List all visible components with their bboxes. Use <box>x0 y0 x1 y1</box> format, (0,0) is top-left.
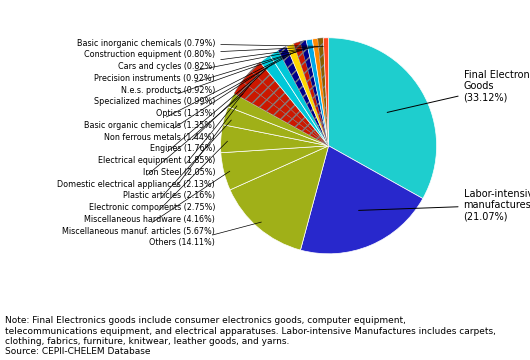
Wedge shape <box>318 38 329 146</box>
Wedge shape <box>221 146 329 190</box>
Wedge shape <box>323 38 329 146</box>
Text: Construction equipment (0.80%): Construction equipment (0.80%) <box>84 47 319 59</box>
Text: Final Electronic
Goods
(33.12%): Final Electronic Goods (33.12%) <box>387 70 530 112</box>
Wedge shape <box>270 50 329 146</box>
Text: Labor-intensive
manufactures
(21.07%): Labor-intensive manufactures (21.07%) <box>359 189 530 222</box>
Wedge shape <box>312 38 329 146</box>
Wedge shape <box>301 146 423 254</box>
Text: Iron Steel (2.05%): Iron Steel (2.05%) <box>143 84 251 177</box>
Text: Optics (1.13%): Optics (1.13%) <box>156 54 291 118</box>
Text: Non ferrous metals (1.44%): Non ferrous metals (1.44%) <box>104 62 276 142</box>
Text: N.e.s. products (0.92%): N.e.s. products (0.92%) <box>121 50 303 95</box>
Text: Electrical equipment (1.85%): Electrical equipment (1.85%) <box>98 75 259 165</box>
Text: Engines (1.76%): Engines (1.76%) <box>149 67 268 153</box>
Wedge shape <box>228 94 329 146</box>
Text: Note: Final Electronics goods include consumer electronics goods, computer equip: Note: Final Electronics goods include co… <box>5 316 496 356</box>
Text: Others (14.11%): Others (14.11%) <box>149 222 261 248</box>
Wedge shape <box>260 55 329 146</box>
Wedge shape <box>251 62 329 146</box>
Text: Miscellaneous manuf. articles (5.67%): Miscellaneous manuf. articles (5.67%) <box>63 171 230 236</box>
Text: Specialized machines (0.99%): Specialized machines (0.99%) <box>94 52 297 107</box>
Wedge shape <box>329 38 437 199</box>
Wedge shape <box>306 39 329 146</box>
Wedge shape <box>300 40 329 146</box>
Wedge shape <box>242 71 329 146</box>
Wedge shape <box>223 107 329 146</box>
Text: Basic inorganic chemicals (0.79%): Basic inorganic chemicals (0.79%) <box>77 39 323 48</box>
Wedge shape <box>278 46 329 146</box>
Wedge shape <box>287 44 329 146</box>
Text: Cars and cycles (0.82%): Cars and cycles (0.82%) <box>118 48 313 71</box>
Text: Miscellaneous hardware (4.16%): Miscellaneous hardware (4.16%) <box>84 141 227 224</box>
Wedge shape <box>294 42 329 146</box>
Text: Domestic electrical appliances (2.13%): Domestic electrical appliances (2.13%) <box>57 94 243 189</box>
Text: Precision instruments (0.92%): Precision instruments (0.92%) <box>94 49 308 83</box>
Text: Basic organic chemicals (1.35%): Basic organic chemicals (1.35%) <box>84 57 284 130</box>
Wedge shape <box>234 81 329 146</box>
Text: Plastic articles (2.16%): Plastic articles (2.16%) <box>123 106 237 201</box>
Wedge shape <box>220 125 329 153</box>
Wedge shape <box>230 146 329 250</box>
Text: Electronic components (2.75%): Electronic components (2.75%) <box>89 120 231 212</box>
